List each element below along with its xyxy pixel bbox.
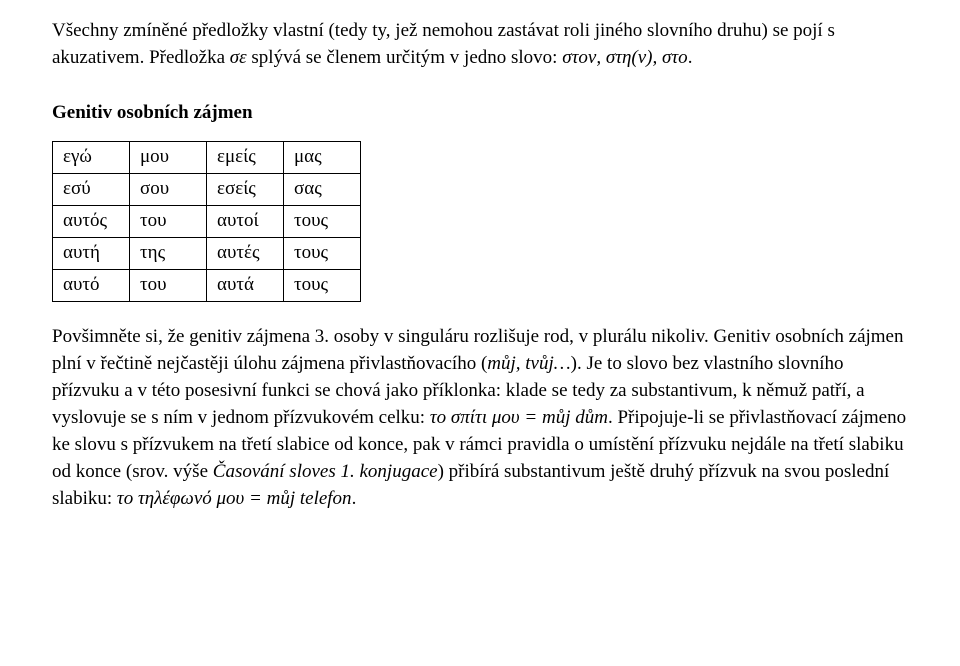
table-cell: αυτό bbox=[53, 269, 130, 301]
table-cell: σου bbox=[130, 173, 207, 205]
table-cell: εγώ bbox=[53, 141, 130, 173]
table-cell: τους bbox=[284, 269, 361, 301]
table-cell: αυτές bbox=[207, 237, 284, 269]
table-cell: αυτά bbox=[207, 269, 284, 301]
table-cell: αυτή bbox=[53, 237, 130, 269]
table-cell: τους bbox=[284, 237, 361, 269]
section-heading: Genitiv osobních zájmen bbox=[52, 100, 908, 127]
table-row: αυτό του αυτά τους bbox=[53, 269, 361, 301]
table-cell: μου bbox=[130, 141, 207, 173]
table-cell: της bbox=[130, 237, 207, 269]
italic-text: můj, tvůj… bbox=[487, 353, 570, 374]
table-cell: του bbox=[130, 269, 207, 301]
table-cell: του bbox=[130, 205, 207, 237]
text-segment: . bbox=[352, 488, 357, 509]
italic-text: το σπίτι μου = můj dům bbox=[430, 407, 608, 428]
intro-paragraph: Všechny zmíněné předložky vlastní (tedy … bbox=[52, 18, 908, 72]
table-cell: μας bbox=[284, 141, 361, 173]
table-row: εγώ μου εμείς μας bbox=[53, 141, 361, 173]
table-row: αυτός του αυτοί τους bbox=[53, 205, 361, 237]
table-cell: τους bbox=[284, 205, 361, 237]
table-cell: εσείς bbox=[207, 173, 284, 205]
text-segment: splývá se členem určitým v jedno slovo: bbox=[247, 47, 563, 68]
pronoun-table: εγώ μου εμείς μας εσύ σου εσείς σας αυτό… bbox=[52, 141, 361, 302]
body-paragraph: Povšimněte si, že genitiv zájmena 3. oso… bbox=[52, 324, 908, 513]
table-row: εσύ σου εσείς σας bbox=[53, 173, 361, 205]
table-cell: σας bbox=[284, 173, 361, 205]
italic-text: στον, στη(ν), στο bbox=[562, 47, 687, 68]
italic-text: το τηλέφωνό μου = můj telefon bbox=[117, 488, 352, 509]
italic-text: σε bbox=[230, 47, 247, 68]
text-segment: . bbox=[688, 47, 693, 68]
table-cell: εμείς bbox=[207, 141, 284, 173]
italic-text: Časování sloves 1. konjugace bbox=[213, 461, 438, 482]
table-cell: αυτοί bbox=[207, 205, 284, 237]
table-row: αυτή της αυτές τους bbox=[53, 237, 361, 269]
table-cell: εσύ bbox=[53, 173, 130, 205]
document-page: Všechny zmíněné předložky vlastní (tedy … bbox=[0, 0, 960, 559]
table-cell: αυτός bbox=[53, 205, 130, 237]
